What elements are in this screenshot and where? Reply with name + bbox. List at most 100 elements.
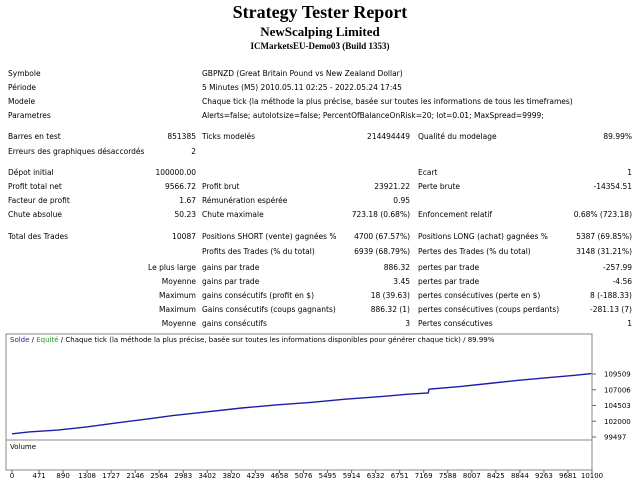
server-name: ICMarketsEU-Demo03 (Build 1353)	[250, 41, 390, 51]
legend: Solde / Equité / Chaque tick (la méthode…	[10, 336, 495, 344]
stat-value: Moyenne	[161, 319, 196, 328]
y-tick-label: 102000	[604, 418, 631, 426]
stat-value: 2	[191, 147, 196, 156]
stat-value: Maximum	[159, 305, 196, 314]
stat-label: gains consécutifs	[202, 319, 267, 328]
stat-value: -14354.51	[593, 182, 633, 191]
y-tick-label: 109509	[604, 371, 631, 379]
stat-value: 4700 (67.57%)	[354, 232, 410, 241]
stat-value: 3.45	[393, 277, 410, 286]
stat-value: 723.18 (0.68%)	[351, 210, 410, 219]
legend-text: / Chaque tick (la méthode la plus précis…	[61, 336, 495, 344]
y-tick-label: 107006	[604, 386, 631, 394]
stat-label: Gains consécutifs (coups gagnants)	[202, 305, 336, 314]
info-label: Période	[8, 83, 37, 92]
stat-value: 214494449	[367, 132, 410, 141]
stat-value: 6939 (68.79%)	[354, 247, 410, 256]
stat-value: 3	[405, 319, 410, 328]
stat-value: 100000.00	[155, 168, 196, 177]
report-title: Strategy Tester Report	[232, 2, 408, 22]
report-subtitle: NewScalping Limited	[260, 24, 380, 39]
stat-value: 3148 (31.21%)	[576, 247, 632, 256]
y-tick-label: 104503	[604, 402, 631, 410]
x-tick-label: 7169	[415, 472, 433, 480]
stat-label: pertes par trade	[418, 263, 480, 272]
stat-value: 1	[627, 319, 632, 328]
stat-value: 8 (-188.33)	[590, 291, 632, 300]
stat-value: 0.68% (723.18)	[573, 210, 632, 219]
x-tick-label: 6332	[367, 472, 385, 480]
stat-label: Perte brute	[418, 182, 461, 191]
stat-value: 851385	[167, 132, 196, 141]
x-tick-label: 5076	[295, 472, 313, 480]
legend-equity: Equité	[36, 336, 58, 344]
stat-label: Ticks modelés	[202, 132, 256, 141]
x-tick-label: 4239	[247, 472, 265, 480]
x-tick-label: 0	[10, 472, 14, 480]
stat-value: 1.67	[179, 196, 196, 205]
stat-label: Positions LONG (achat) gagnées %	[418, 232, 548, 241]
x-tick-label: 5914	[343, 472, 361, 480]
stat-value: 1	[627, 168, 632, 177]
stat-label: Chute maximale	[202, 210, 264, 219]
info-value: Chaque tick (la méthode la plus précise,…	[202, 97, 573, 106]
stat-value: 23921.22	[374, 182, 410, 191]
info-label: Symbole	[8, 69, 41, 78]
stat-label: gains par trade	[202, 277, 260, 286]
stat-label: Profit total net	[8, 182, 62, 191]
x-tick-label: 8007	[463, 472, 481, 480]
equity-line	[11, 372, 592, 435]
y-tick-label: 99497	[604, 433, 626, 441]
info-value: 5 Minutes (M5) 2010.05.11 02:25 - 2022.0…	[202, 83, 402, 92]
stat-label: Ecart	[418, 168, 438, 177]
info-value: GBPNZD (Great Britain Pound vs New Zeala…	[202, 69, 403, 78]
stat-value: 18 (39.63)	[370, 291, 410, 300]
legend-balance: Solde	[10, 336, 29, 344]
stat-label: Pertes des Trades (% du total)	[418, 247, 531, 256]
x-tick-label: 3402	[198, 472, 216, 480]
stat-value: 10087	[172, 232, 196, 241]
info-value: Alerts=false; autolotsize=false; Percent…	[202, 111, 544, 120]
stat-label: Positions SHORT (vente) gagnées %	[202, 232, 337, 241]
info-label: Modele	[8, 97, 36, 106]
x-tick-label: 4658	[271, 472, 289, 480]
chart-frame	[5, 333, 593, 471]
stat-value: Le plus large	[148, 263, 196, 272]
stat-label: Pertes consécutives	[418, 319, 493, 328]
stat-value: -281.13 (7)	[590, 305, 632, 314]
x-tick-label: 2146	[126, 472, 144, 480]
x-tick-label: 7588	[439, 472, 457, 480]
x-tick-label: 890	[56, 472, 69, 480]
stat-value: Moyenne	[161, 277, 196, 286]
stat-label: Chute absolue	[8, 210, 62, 219]
stat-label: pertes consécutives (coups perdants)	[418, 305, 560, 314]
x-tick-label: 9681	[559, 472, 577, 480]
stat-label: Profit brut	[202, 182, 240, 191]
stat-value: 0.95	[393, 196, 410, 205]
info-label: Parametres	[8, 111, 51, 120]
x-tick-label: 1308	[78, 472, 96, 480]
stat-label: Barres en test	[8, 132, 61, 141]
x-tick-label: 10100	[581, 472, 603, 480]
x-tick-label: 6751	[391, 472, 409, 480]
stat-label: Qualité du modelage	[418, 132, 497, 141]
x-tick-label: 8844	[511, 472, 529, 480]
x-tick-label: 471	[32, 472, 45, 480]
stat-value: Maximum	[159, 291, 196, 300]
stat-label: Enfoncement relatif	[418, 210, 493, 219]
stat-label: pertes par trade	[418, 277, 480, 286]
stat-value: 89.99%	[603, 132, 632, 141]
stat-value: -257.99	[603, 263, 632, 272]
stat-label: gains par trade	[202, 263, 260, 272]
stat-label: pertes consécutives (perte en $)	[418, 291, 541, 300]
stat-value: -4.56	[612, 277, 632, 286]
stat-value: 50.23	[174, 210, 196, 219]
x-tick-label: 2983	[174, 472, 192, 480]
stat-label: Profits des Trades (% du total)	[202, 247, 315, 256]
stat-label: Total des Trades	[8, 232, 69, 241]
stat-label: Erreurs des graphiques désaccordés	[8, 147, 145, 156]
stat-label: gains consécutifs (profit en $)	[202, 291, 314, 300]
x-tick-label: 1727	[102, 472, 120, 480]
